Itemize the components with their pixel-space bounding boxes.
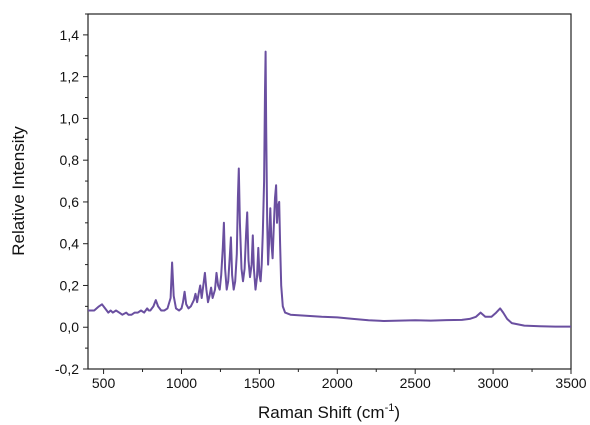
x-axis: 500 1000 1500 2000 2500 3000 3500 xyxy=(92,369,587,391)
x-tick-label: 500 xyxy=(92,375,116,391)
x-tick-label: 3000 xyxy=(478,375,509,391)
y-tick-label: 1,4 xyxy=(60,27,80,43)
x-tick-label: 2000 xyxy=(322,375,353,391)
y-tick-label: -0,2 xyxy=(55,361,79,377)
y-tick-label: 0,2 xyxy=(60,277,80,293)
x-tick-label: 2500 xyxy=(400,375,431,391)
spectrum-line xyxy=(88,50,571,328)
x-tick-label: 1500 xyxy=(244,375,275,391)
y-tick-label: 0,4 xyxy=(60,236,80,252)
y-axis: -0,2 0,0 0,2 0,4 0,6 0,8 1,0 1,2 1,4 xyxy=(55,13,88,377)
y-tick-label: 0,6 xyxy=(60,194,80,210)
y-tick-label: 1,2 xyxy=(60,69,80,85)
plot-frame xyxy=(87,13,572,370)
plot-area xyxy=(87,13,572,370)
y-axis-title: Relative Intensity xyxy=(9,126,28,256)
x-axis-title: Raman Shift (cm-1) xyxy=(258,402,400,422)
y-tick-label: 1,0 xyxy=(60,110,80,126)
y-tick-label: 0,8 xyxy=(60,152,80,168)
y-tick-label: 0,0 xyxy=(60,319,80,335)
x-tick-label: 1000 xyxy=(166,375,197,391)
x-axis-title-suffix: ) xyxy=(394,403,400,422)
x-tick-label: 3500 xyxy=(555,375,586,391)
x-axis-title-superscript: -1 xyxy=(385,402,395,414)
series-layer xyxy=(88,50,571,328)
